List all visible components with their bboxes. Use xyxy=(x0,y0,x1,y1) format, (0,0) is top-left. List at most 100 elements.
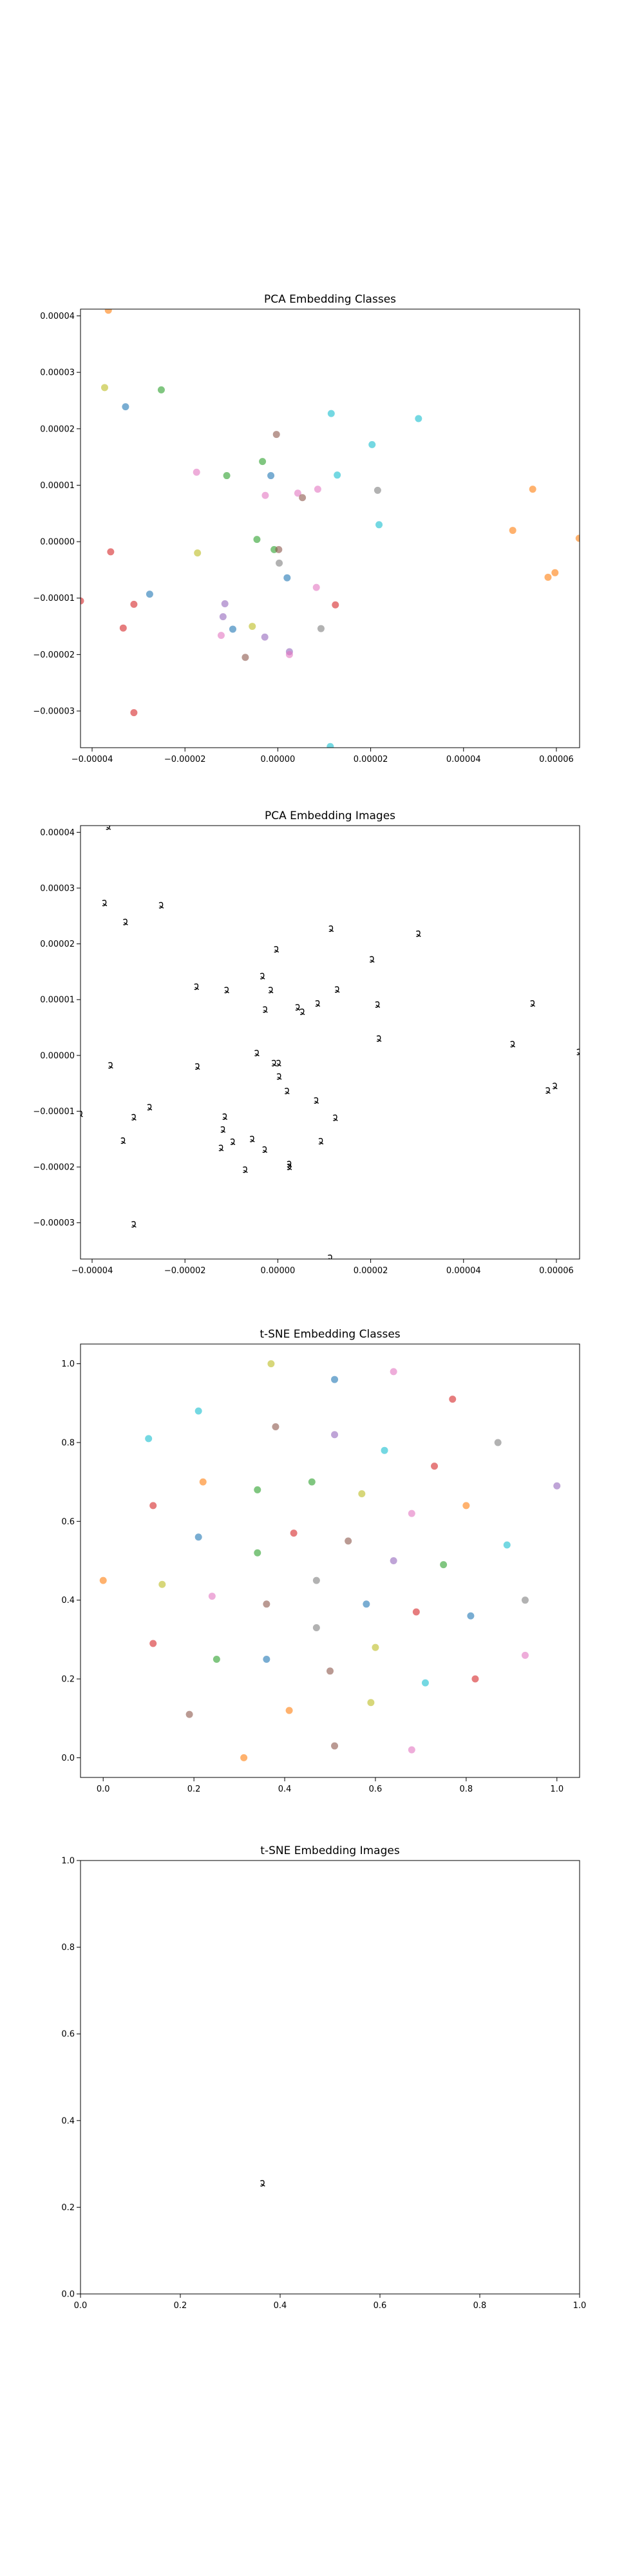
chart-1-ytick-label-4: 0.00001 xyxy=(40,996,75,1005)
chart-0-xtick-label-5: 0.00006 xyxy=(539,755,574,764)
chart-1-point-14 xyxy=(220,1126,226,1133)
chart-0-point-44 xyxy=(509,527,516,535)
chart-2-point-20 xyxy=(254,1549,261,1557)
chart-2-point-24 xyxy=(440,1561,448,1569)
chart-0-point-5 xyxy=(223,472,231,480)
chart-0-point-25 xyxy=(276,559,283,567)
chart-1-xtick-label-5: 0.00006 xyxy=(539,1266,574,1276)
chart-0-point-32 xyxy=(267,472,275,480)
chart-1-point-1 xyxy=(102,900,108,907)
chart-1-xtick-label-3: 0.00002 xyxy=(354,1266,388,1276)
chart-1-point-7 xyxy=(108,1062,113,1069)
chart-1-point-40 xyxy=(370,956,375,963)
chart-2-xtick-label-1: 0.2 xyxy=(187,1785,201,1794)
chart-2-point-46 xyxy=(367,1699,375,1707)
chart-2-ytick-label-3: 0.6 xyxy=(61,1517,75,1527)
chart-1-point-39 xyxy=(328,925,334,933)
chart-0-point-6 xyxy=(194,549,202,557)
chart-2-point-33 xyxy=(467,1612,475,1620)
chart-1-point-5 xyxy=(224,987,229,994)
chart-2-ytick-label-5: 1.0 xyxy=(61,1359,75,1369)
chart-2-ytick-label-0: 0.0 xyxy=(61,1754,75,1763)
chart-0-points xyxy=(80,309,580,748)
chart-2-point-2 xyxy=(390,1368,397,1376)
chart-2-point-13 xyxy=(308,1478,316,1486)
chart-2-ytick-label-4: 0.8 xyxy=(61,1438,75,1448)
chart-3-ytick-label-5: 1.0 xyxy=(61,1857,75,1866)
chart-1-point-34 xyxy=(263,1006,268,1013)
chart-2-point-5 xyxy=(272,1423,279,1430)
chart-2-point-1 xyxy=(331,1376,339,1383)
chart-2-point-31 xyxy=(363,1600,370,1608)
chart-2-point-10 xyxy=(494,1439,502,1446)
chart-2-xtick-label-5: 1.0 xyxy=(550,1785,564,1794)
chart-2-xtick-label-0: 0.0 xyxy=(97,1785,110,1794)
chart-1-point-35 xyxy=(295,1004,301,1011)
chart-0-point-18 xyxy=(261,633,269,641)
chart-0: PCA Embedding Classes −0.00004 −0.00002 0.0… xyxy=(33,293,580,764)
chart-1-point-2 xyxy=(123,918,128,925)
chart-2-title: t-SNE Embedding Classes xyxy=(260,1328,400,1341)
chart-3-xtick-label-3: 0.6 xyxy=(374,2301,387,2311)
chart-2-point-48 xyxy=(331,1742,339,1750)
chart-1-point-13 xyxy=(222,1113,227,1120)
chart-1-point-33 xyxy=(274,946,279,953)
chart-1-point-11 xyxy=(120,1137,126,1144)
chart-0-point-9 xyxy=(146,591,153,598)
chart-0-point-15 xyxy=(229,625,236,633)
chart-1-point-10 xyxy=(131,1113,137,1121)
chart-2-xtick-label-3: 0.6 xyxy=(369,1785,383,1794)
chart-1-axes-frame xyxy=(80,825,580,1260)
chart-0-point-45 xyxy=(529,486,536,493)
chart-0-point-12 xyxy=(130,709,138,717)
chart-2-point-45 xyxy=(285,1707,293,1714)
chart-2-point-22 xyxy=(345,1537,352,1545)
chart-0-point-48 xyxy=(575,535,580,542)
chart-2-point-49 xyxy=(408,1746,415,1754)
chart-1-ytick-label-7: 0.00004 xyxy=(40,828,75,838)
chart-2-point-38 xyxy=(312,1624,320,1632)
chart-1-point-26 xyxy=(285,1088,290,1095)
chart-0-point-40 xyxy=(368,440,376,448)
chart-0-point-34 xyxy=(261,491,269,499)
chart-0-axes-frame xyxy=(80,308,580,748)
chart-0-point-27 xyxy=(312,583,320,591)
chart-2-point-15 xyxy=(408,1510,415,1517)
chart-1-point-23 xyxy=(271,1059,277,1066)
chart-0-point-1 xyxy=(100,384,108,392)
chart-0-point-41 xyxy=(374,486,381,494)
chart-2-point-41 xyxy=(421,1679,429,1687)
chart-1-point-6 xyxy=(194,1063,200,1070)
chart-1-point-38 xyxy=(334,986,340,993)
chart-2-point-8 xyxy=(381,1446,388,1454)
chart-0-point-7 xyxy=(107,548,115,556)
chart-2-point-29 xyxy=(263,1600,270,1608)
chart-0-ytick-label-6: 0.00003 xyxy=(40,368,75,378)
chart-0-point-31 xyxy=(259,458,267,466)
chart-2-points xyxy=(99,1360,561,1761)
chart-2-point-43 xyxy=(521,1651,529,1659)
chart-0-point-13 xyxy=(221,600,229,608)
chart-1-point-19 xyxy=(243,1166,248,1173)
chart-1-point-32 xyxy=(268,987,274,994)
chart-0-xtick-label-3: 0.00002 xyxy=(354,755,388,764)
chart-1-point-31 xyxy=(260,972,265,980)
chart-1-point-22 xyxy=(254,1050,260,1057)
chart-1-point-29 xyxy=(333,1114,338,1121)
chart-1-point-12 xyxy=(131,1221,137,1228)
chart-1-point-42 xyxy=(376,1035,382,1042)
chart-3: t-SNE Embedding Images 0.0 0.2 0.4 0.6 0.8 1.0… xyxy=(61,1844,586,2311)
chart-1-ytick-label-6: 0.00003 xyxy=(40,884,75,894)
chart-3-xtick-label-1: 0.2 xyxy=(174,2301,187,2311)
chart-0-point-21 xyxy=(285,650,293,658)
chart-1-point-27 xyxy=(314,1097,319,1104)
chart-1-point-47 xyxy=(553,1083,558,1090)
chart-0-point-16 xyxy=(217,632,225,639)
chart-2-point-4 xyxy=(194,1407,202,1415)
chart-0-point-26 xyxy=(283,574,291,582)
chart-1-ytick-label-5: 0.00002 xyxy=(40,940,75,949)
chart-1-point-18 xyxy=(262,1146,267,1153)
chart-3-xtick-label-2: 0.4 xyxy=(274,2301,287,2311)
chart-3-point-0 xyxy=(260,2180,265,2187)
